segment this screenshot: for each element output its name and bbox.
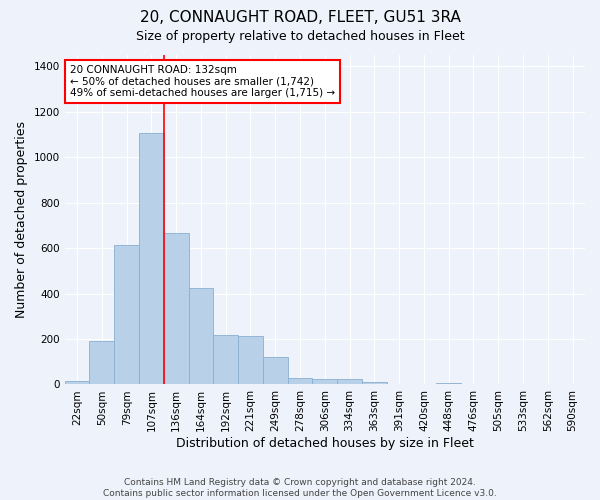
Bar	[337, 379, 362, 384]
Text: Contains HM Land Registry data © Crown copyright and database right 2024.
Contai: Contains HM Land Registry data © Crown c…	[103, 478, 497, 498]
X-axis label: Distribution of detached houses by size in Fleet: Distribution of detached houses by size …	[176, 437, 474, 450]
Bar	[139, 134, 164, 384]
Bar	[238, 336, 263, 384]
Bar	[362, 382, 387, 384]
Bar	[436, 382, 461, 384]
Text: Size of property relative to detached houses in Fleet: Size of property relative to detached ho…	[136, 30, 464, 43]
Text: 20 CONNAUGHT ROAD: 132sqm
← 50% of detached houses are smaller (1,742)
49% of se: 20 CONNAUGHT ROAD: 132sqm ← 50% of detac…	[70, 65, 335, 98]
Y-axis label: Number of detached properties: Number of detached properties	[15, 121, 28, 318]
Bar	[287, 378, 313, 384]
Bar	[263, 357, 287, 384]
Bar	[188, 288, 214, 384]
Bar	[214, 335, 238, 384]
Text: 20, CONNAUGHT ROAD, FLEET, GU51 3RA: 20, CONNAUGHT ROAD, FLEET, GU51 3RA	[140, 10, 460, 25]
Bar	[164, 234, 188, 384]
Bar	[65, 381, 89, 384]
Bar	[89, 340, 114, 384]
Bar	[114, 246, 139, 384]
Bar	[313, 379, 337, 384]
